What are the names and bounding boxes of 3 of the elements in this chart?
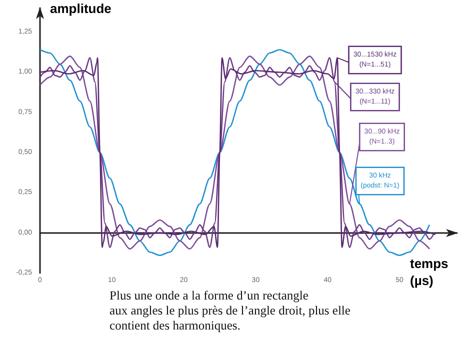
x-axis-title: temps (µs) (410, 256, 448, 288)
y-axis-title: amplitude (50, 1, 112, 16)
text: Plus une onde a la forme d’un rectangle aux angles le plus près de l’angle droit, plus elle contient des harmoniques. (110, 288, 351, 332)
